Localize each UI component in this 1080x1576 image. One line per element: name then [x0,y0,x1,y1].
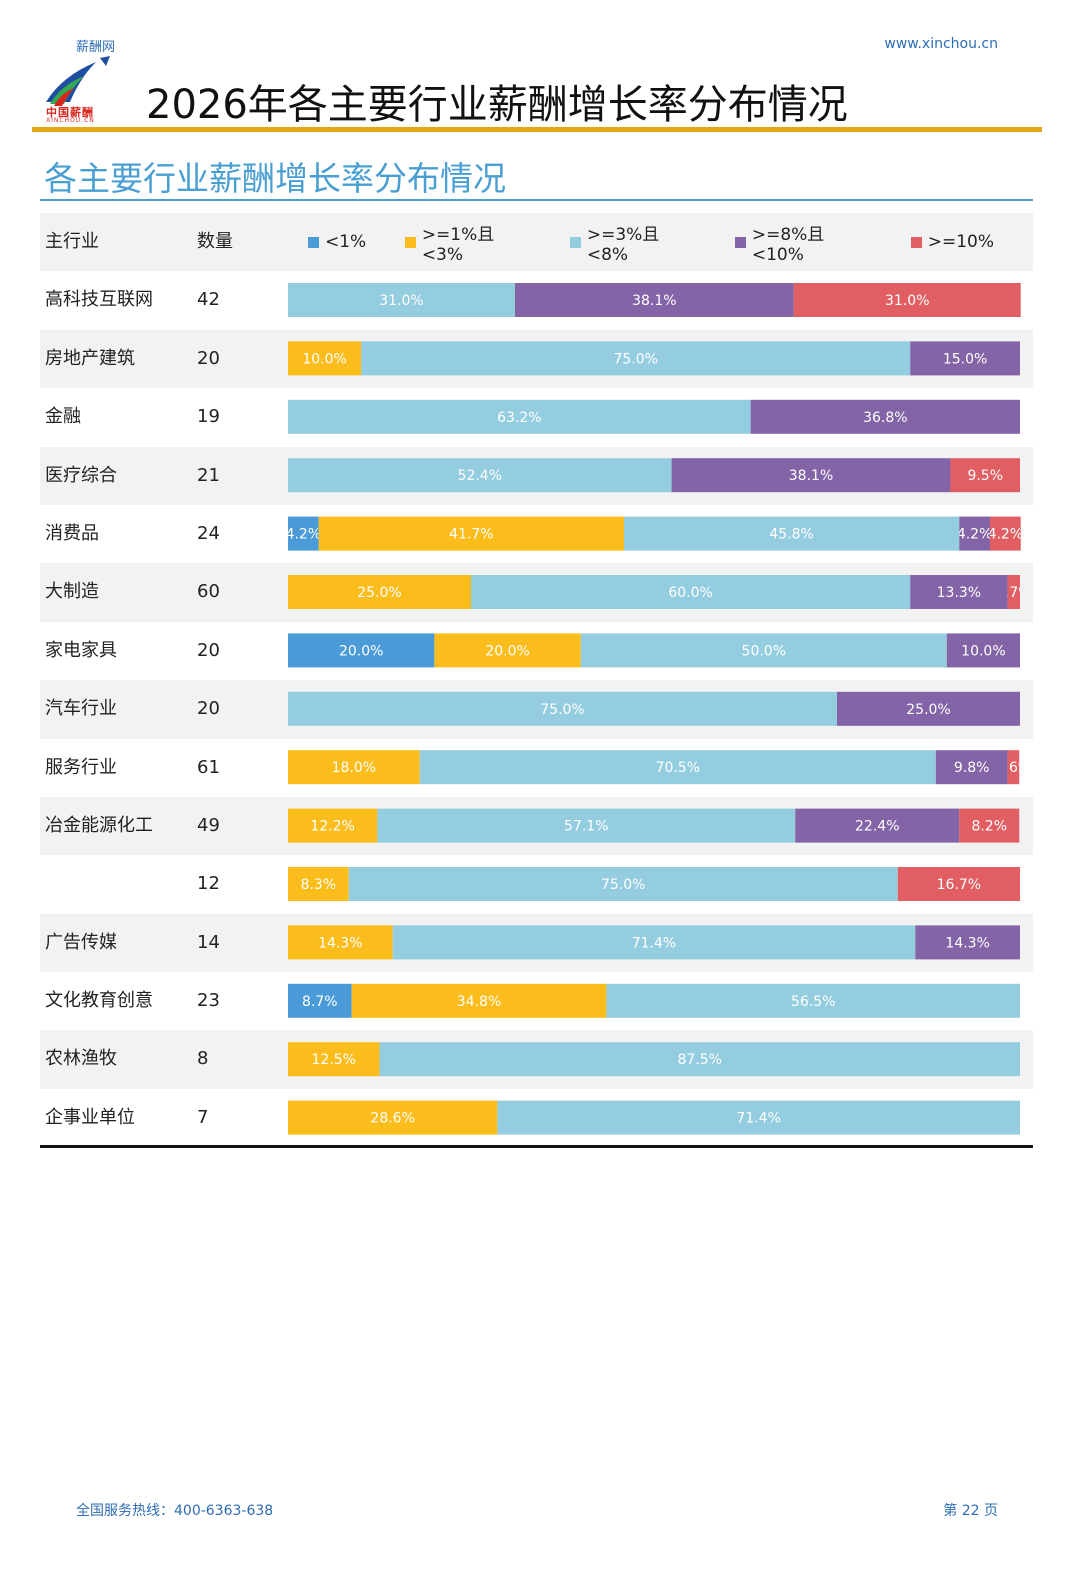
table-row: 广告传媒 14 [40,913,1033,973]
count-value: 14 [197,931,220,953]
growth-table: 主行业 数量 <1% >=1%且<3% >=3%且<8% >=8%且<10% >… [40,213,1033,1147]
category-label: 冶金能源化工 [45,814,153,836]
section-title: 各主要行业薪酬增长率分布情况 [44,159,506,198]
count-value: 23 [197,990,220,1012]
table-row: 医疗综合 21 [40,446,1033,505]
category-label: 大制造 [45,581,99,603]
count-value: 20 [197,347,220,369]
logo-subtext: XINCHOU.CN [46,117,95,124]
category-label: 消费品 [45,522,99,544]
legend-item: >=8%且<10% [735,220,871,265]
table-row: 消费品 24 [40,505,1033,563]
table-row: 服务行业 61 [40,739,1033,797]
table-row: 12 [40,855,1033,913]
legend-swatch [570,236,581,248]
page-number: 第 22 页 [943,1503,998,1519]
category-label: 高科技互联网 [45,289,153,311]
section-rule [40,199,1033,201]
table-header-row: 主行业 数量 <1% >=1%且<3% >=3%且<8% >=8%且<10% >… [40,213,1033,272]
table-row: 汽车行业 20 [40,680,1033,739]
category-label: 金融 [45,406,81,428]
table-row: 家电家具 20 [40,622,1033,680]
table-row: 金融 19 [40,388,1033,446]
legend-swatch [735,236,746,248]
page-title: 2026年各主要行业薪酬增长率分布情况 [146,82,848,128]
table-row: 文化教育创意 23 [40,972,1033,1030]
category-label: 服务行业 [45,756,117,778]
table-row: 企事业单位 7 [40,1089,1033,1147]
count-value: 61 [197,756,220,778]
count-value: 12 [197,873,220,895]
count-value: 21 [197,464,220,486]
count-value: 24 [197,522,220,544]
category-label: 企事业单位 [45,1106,135,1128]
category-label: 房地产建筑 [45,347,135,369]
header-count: 数量 [197,231,233,252]
table-row: 高科技互联网 42 [40,271,1033,329]
site-name: 薪酬网 [76,40,116,55]
count-value: 19 [197,406,220,428]
legend-item: >=3%且<8% [570,220,696,265]
legend-label: >=1%且<3% [421,224,495,265]
legend-swatch [405,236,416,248]
category-label: 家电家具 [45,639,117,661]
legend-swatch [910,236,922,248]
legend-swatch [308,236,319,248]
table-row: 冶金能源化工 49 [40,796,1033,856]
count-value: 20 [197,639,220,661]
legend-item: <1% [308,232,366,252]
category-label: 广告传媒 [45,931,117,953]
service-hotline: 全国服务热线：400-6363-638 [76,1503,274,1519]
category-label: 汽车行业 [45,698,117,720]
count-value: 20 [197,698,220,720]
chart-legend: <1% >=1%且<3% >=3%且<8% >=8%且<10% >=10% [308,213,1033,271]
site-url[interactable]: www.xinchou.cn [884,36,998,52]
table-row: 房地产建筑 20 [40,329,1033,389]
legend-item: >=1%且<3% [405,220,531,265]
count-value: 42 [197,289,220,311]
category-label: 医疗综合 [45,464,117,486]
logo-text: 中国薪酬 [46,106,94,119]
count-value: 60 [197,581,220,603]
legend-item: >=10% [910,232,994,252]
count-value: 7 [197,1106,209,1128]
table-row: 大制造 60 [40,563,1033,622]
table-bottom-rule [40,1145,1033,1148]
legend-label: >=8%且<10% [751,224,825,265]
count-value: 8 [197,1048,209,1070]
title-rule [32,127,1042,132]
category-label: 文化教育创意 [45,990,153,1012]
category-label: 农林渔牧 [45,1048,117,1070]
legend-label: >=3%且<8% [586,224,660,265]
table-row: 农林渔牧 8 [40,1030,1033,1089]
legend-label: >=10% [927,232,994,252]
legend-label: <1% [325,232,367,252]
xinchou-logo [46,56,110,106]
count-value: 49 [197,814,220,836]
header-category: 主行业 [45,231,99,252]
